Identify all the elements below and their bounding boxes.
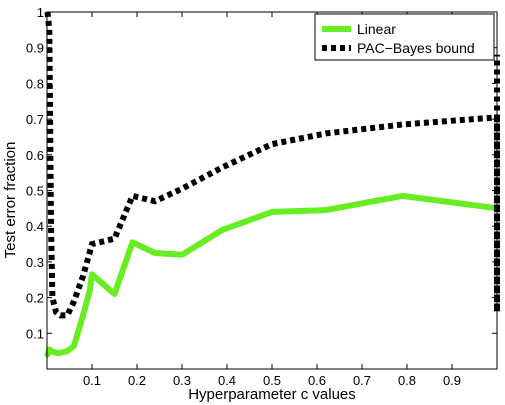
x-tick-label: 0.6 (308, 373, 326, 388)
x-tick-label: 0.4 (218, 373, 236, 388)
y-axis-label: Test error fraction (2, 142, 19, 259)
y-tick-label: 0.2 (26, 291, 44, 306)
y-tick-label: 0.3 (26, 255, 44, 270)
ticks-layer: 0.1 0.2 0.3 0.4 0.5 0.6 0.7 0.8 0.9 0.1 0.2 0.3 0.4 0… (26, 5, 497, 388)
y-tick-label: 0.6 (26, 148, 44, 163)
x-tick-label: 0.1 (83, 373, 101, 388)
series-line-0 (44, 192, 500, 358)
legend: Linear PAC−Bayes bound (314, 13, 495, 61)
y-tick-label: 0.1 (26, 326, 44, 341)
series-line-1 (44, 11, 498, 319)
x-axis-label: Hyperparameter c values (188, 386, 356, 403)
y-tick-label: 0.7 (26, 112, 44, 127)
x-tick-label: 0.9 (443, 373, 461, 388)
x-tick-label: 0.2 (128, 373, 146, 388)
legend-label-linear: Linear (357, 21, 396, 37)
legend-box (314, 13, 495, 61)
y-tick-label: 0.5 (26, 184, 44, 199)
x-tick-label: 0.8 (398, 373, 416, 388)
x-tick-label: 0.7 (353, 373, 371, 388)
x-tick-label: 0.3 (173, 373, 191, 388)
y-tick-label: 0.9 (26, 41, 44, 56)
y-tick-label: 1 (37, 5, 44, 20)
y-tick-label: 0.4 (26, 219, 44, 234)
y-tick-label: 0.8 (26, 76, 44, 91)
x-tick-label: 0.5 (263, 373, 281, 388)
plot-background (47, 12, 497, 369)
plot-area (47, 12, 497, 369)
legend-label-pac-bayes: PAC−Bayes bound (357, 40, 475, 56)
